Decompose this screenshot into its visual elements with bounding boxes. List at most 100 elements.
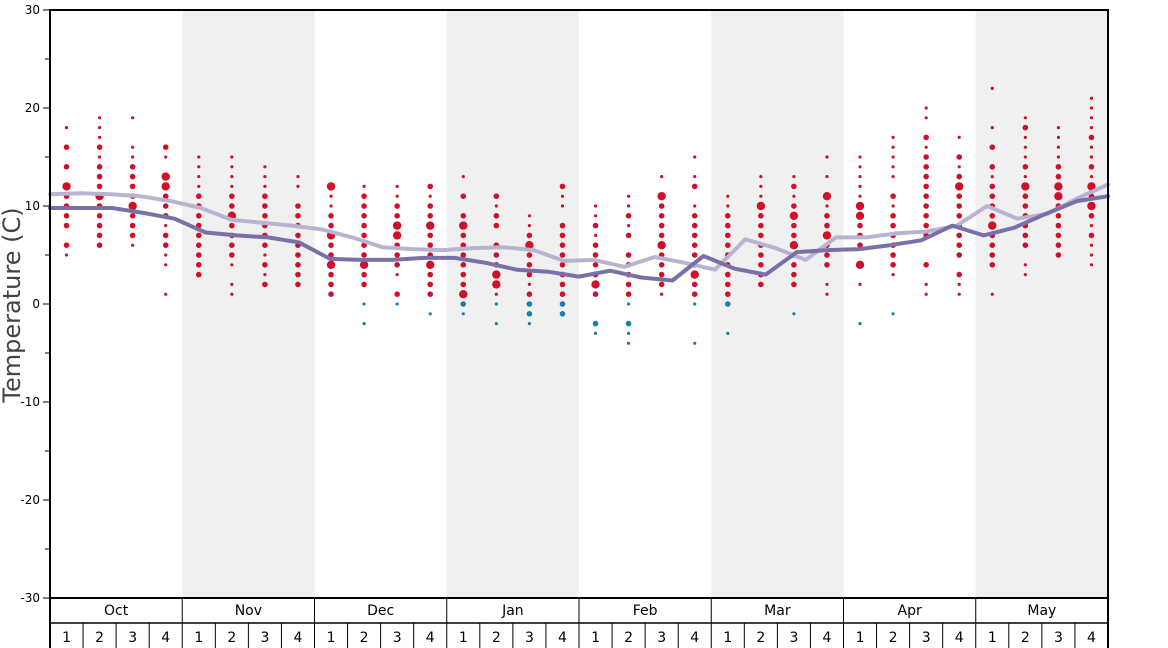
- temperature-point: [1089, 263, 1094, 267]
- temperature-point: [855, 211, 865, 220]
- temperature-point: [96, 222, 103, 229]
- week-label: 3: [789, 630, 798, 646]
- temperature-point: [626, 224, 631, 228]
- temperature-point: [923, 183, 929, 190]
- temperature-point: [791, 281, 797, 288]
- temperature-point: [923, 173, 929, 180]
- temperature-point: [295, 271, 301, 278]
- temperature-point: [162, 144, 169, 150]
- week-label: 2: [624, 630, 633, 646]
- temperature-point: [129, 183, 136, 190]
- temperature-point: [657, 192, 666, 201]
- temperature-point: [691, 242, 698, 248]
- temperature-point: [857, 242, 863, 248]
- month-label: Mar: [764, 603, 791, 619]
- temperature-point: [559, 232, 566, 239]
- temperature-point: [988, 221, 997, 230]
- temperature-point: [1088, 164, 1095, 170]
- temperature-point: [923, 193, 929, 199]
- temperature-point: [923, 222, 929, 229]
- temperature-point: [855, 260, 865, 269]
- week-label: 3: [657, 630, 666, 646]
- temperature-point: [1089, 175, 1094, 179]
- week-label: 4: [161, 630, 170, 646]
- temperature-point: [956, 242, 963, 248]
- temperature-point: [956, 193, 963, 199]
- temperature-point: [890, 213, 896, 219]
- week-label: 1: [988, 630, 997, 646]
- week-label: 1: [591, 630, 600, 646]
- temperature-point: [229, 242, 235, 248]
- temperature-point: [527, 224, 532, 228]
- temperature-point: [1023, 135, 1027, 139]
- temperature-point: [197, 175, 201, 179]
- temperature-point: [890, 252, 896, 258]
- temperature-point: [891, 145, 895, 149]
- temperature-point: [858, 184, 862, 188]
- temperature-point: [230, 165, 234, 169]
- temperature-point: [690, 270, 699, 279]
- temperature-point: [96, 164, 103, 170]
- temperature-point: [493, 252, 500, 258]
- temperature-point: [230, 175, 234, 179]
- temperature-point: [858, 194, 862, 198]
- month-label: Apr: [898, 603, 922, 619]
- temperature-point: [891, 312, 895, 316]
- temperature-point: [394, 213, 400, 219]
- temperature-point: [824, 252, 830, 258]
- dark-average-line: [48, 194, 1110, 283]
- temperature-point: [1055, 242, 1062, 248]
- temperature-point: [395, 184, 399, 188]
- temperature-point: [195, 213, 202, 219]
- week-label: 3: [128, 630, 137, 646]
- temperature-point: [1087, 182, 1096, 191]
- temperature-point: [328, 213, 334, 219]
- temperature-point: [989, 262, 996, 268]
- temperature-point: [492, 270, 501, 279]
- temperature-point: [328, 222, 334, 229]
- temperature-point: [361, 213, 367, 219]
- temperature-point: [691, 232, 698, 239]
- temperature-point: [295, 262, 301, 268]
- temperature-point: [956, 271, 963, 278]
- week-label: 2: [227, 630, 236, 646]
- temperature-point: [758, 262, 764, 268]
- temperature-point: [428, 312, 432, 316]
- temperature-point: [724, 222, 731, 229]
- temperature-point: [460, 242, 467, 248]
- temperature-point: [1055, 213, 1062, 219]
- temperature-point: [789, 211, 799, 220]
- temperature-point: [195, 242, 202, 248]
- temperature-point: [559, 252, 566, 258]
- temperature-point: [162, 242, 169, 248]
- temperature-point: [824, 222, 830, 229]
- temperature-point: [726, 331, 730, 335]
- temperature-point: [427, 213, 434, 219]
- temperature-point: [97, 135, 102, 139]
- temperature-point: [359, 260, 369, 269]
- temperature-point: [162, 193, 169, 199]
- temperature-point: [1089, 96, 1094, 100]
- temperature-point: [1089, 126, 1094, 130]
- temperature-point: [626, 204, 631, 208]
- week-label: 3: [393, 630, 402, 646]
- temperature-point: [361, 252, 367, 258]
- temperature-point: [626, 331, 631, 335]
- temperature-point: [924, 145, 928, 149]
- temperature-point: [559, 262, 566, 268]
- temperature-point: [1088, 213, 1095, 219]
- temperature-point: [460, 213, 467, 219]
- temperature-point: [63, 144, 70, 150]
- temperature-point: [957, 292, 961, 296]
- temperature-point: [262, 193, 268, 199]
- temperature-point: [195, 193, 202, 199]
- temperature-point: [559, 281, 566, 288]
- temperature-point: [625, 291, 632, 298]
- temperature-point: [791, 222, 797, 229]
- temperature-point: [956, 203, 963, 209]
- temperature-point: [693, 302, 697, 306]
- temperature-point: [494, 322, 498, 326]
- temperature-point: [791, 183, 797, 190]
- temperature-point: [362, 322, 366, 326]
- temperature-point: [658, 213, 665, 219]
